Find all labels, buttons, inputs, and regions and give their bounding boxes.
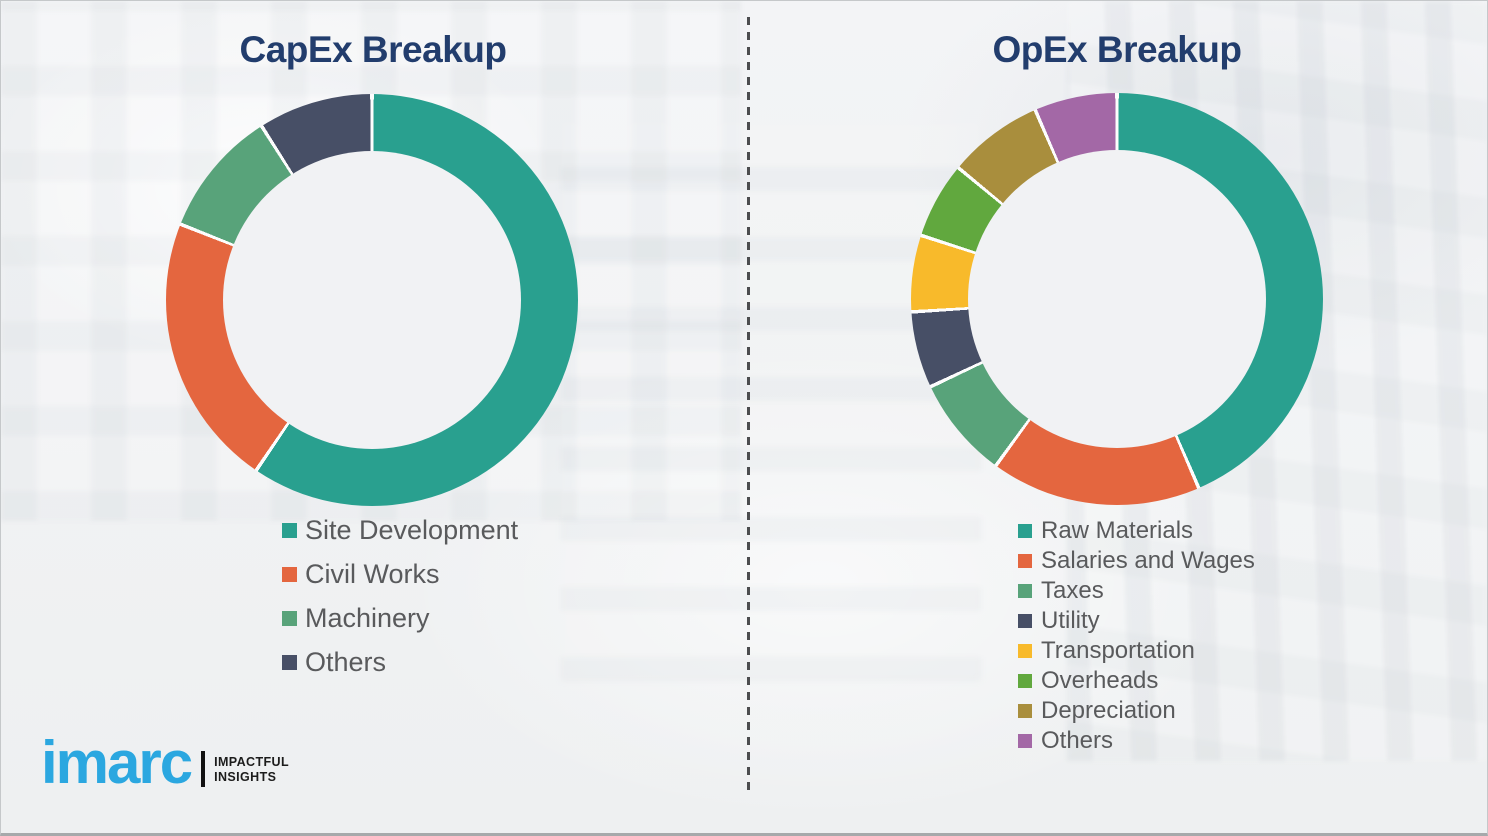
legend-item: Others xyxy=(282,640,518,684)
legend-swatch-icon xyxy=(1018,524,1032,538)
legend-item: Transportation xyxy=(1018,636,1255,666)
legend-label: Taxes xyxy=(1041,577,1104,604)
capex-panel: CapEx Breakup Site Development Civil Wor… xyxy=(1,1,745,833)
logo-tagline: IMPACTFUL INSIGHTS xyxy=(214,755,289,786)
legend-item: Machinery xyxy=(282,596,518,640)
opex-panel: OpEx Breakup Raw Materials Salaries and … xyxy=(745,1,1487,833)
legend-swatch-icon xyxy=(1018,554,1032,568)
legend-item: Civil Works xyxy=(282,552,518,596)
legend-label: Others xyxy=(305,646,387,677)
donut-hole xyxy=(968,150,1266,448)
legend-swatch-icon xyxy=(282,566,297,582)
capex-legend: Site Development Civil Works Machinery O… xyxy=(282,508,518,684)
legend-label: Machinery xyxy=(305,602,430,633)
legend-swatch-icon xyxy=(282,610,297,626)
imarc-logo: imarc IMPACTFUL INSIGHTS xyxy=(41,733,289,793)
opex-legend: Raw Materials Salaries and Wages Taxes U… xyxy=(1018,516,1255,756)
legend-label: Others xyxy=(1041,727,1114,754)
legend-label: Transportation xyxy=(1041,637,1195,664)
legend-swatch-icon xyxy=(1018,704,1032,718)
logo-tagline-line2: INSIGHTS xyxy=(214,770,277,785)
legend-swatch-icon xyxy=(1018,614,1032,628)
legend-label: Overheads xyxy=(1041,667,1159,694)
legend-item: Raw Materials xyxy=(1018,516,1255,546)
legend-label: Utility xyxy=(1041,607,1100,634)
capex-donut-chart xyxy=(166,94,578,506)
legend-item: Utility xyxy=(1018,606,1255,636)
legend-item: Salaries and Wages xyxy=(1018,546,1255,576)
legend-label: Raw Materials xyxy=(1041,517,1194,544)
logo-separator xyxy=(201,751,206,787)
legend-swatch-icon xyxy=(1018,584,1032,598)
legend-label: Civil Works xyxy=(305,558,440,589)
legend-item: Others xyxy=(1018,726,1255,756)
logo-tagline-line1: IMPACTFUL xyxy=(214,754,289,769)
legend-label: Depreciation xyxy=(1041,697,1176,724)
legend-item: Taxes xyxy=(1018,576,1255,606)
legend-item: Depreciation xyxy=(1018,696,1255,726)
legend-item: Overheads xyxy=(1018,666,1255,696)
opex-title: OpEx Breakup xyxy=(992,29,1242,70)
legend-swatch-icon xyxy=(1018,644,1032,658)
opex-donut-chart xyxy=(911,93,1323,505)
legend-swatch-icon xyxy=(1018,674,1032,688)
legend-label: Site Development xyxy=(305,514,519,545)
legend-label: Salaries and Wages xyxy=(1041,547,1255,574)
legend-swatch-icon xyxy=(1018,734,1032,748)
dashed-divider xyxy=(747,17,750,791)
legend-swatch-icon xyxy=(282,522,297,538)
donut-hole xyxy=(223,151,521,449)
legend-swatch-icon xyxy=(282,654,297,670)
imarc-wordmark: imarc xyxy=(41,729,193,796)
legend-item: Site Development xyxy=(282,508,518,552)
capex-title: CapEx Breakup xyxy=(239,29,508,70)
